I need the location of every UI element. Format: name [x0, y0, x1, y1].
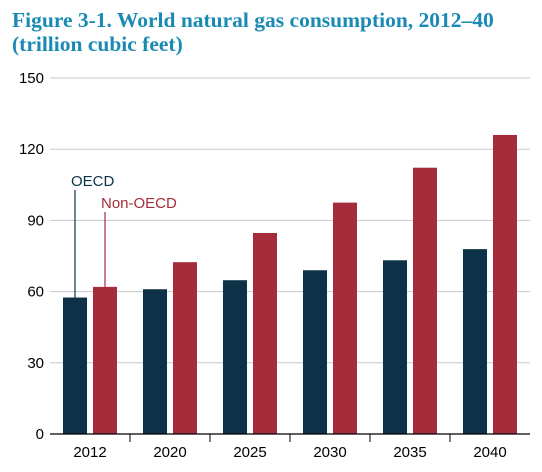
chart-title-line-2: (trillion cubic feet) — [12, 32, 183, 56]
x-tick-label: 2030 — [313, 444, 346, 461]
bar-oecd-2025 — [223, 280, 247, 434]
bar-oecd-2035 — [383, 260, 407, 434]
chart-title: Figure 3-1. World natural gas consumptio… — [12, 8, 537, 56]
y-tick-label: 90 — [27, 212, 44, 229]
legend: OECD Non-OECD — [71, 173, 177, 298]
x-tick-label: 2020 — [153, 444, 186, 461]
y-tick-label: 0 — [36, 426, 44, 443]
tick-labels: 0 30 60 90 120 150 2012 2020 2025 2030 2035 2040 — [19, 70, 507, 461]
bar-non-oecd-2020 — [173, 262, 197, 434]
x-tick-label: 2040 — [473, 444, 506, 461]
legend-label-oecd: OECD — [71, 173, 115, 190]
bar-oecd-2012 — [63, 297, 87, 434]
bar-non-oecd-2035 — [413, 167, 437, 434]
bar-non-oecd-2040 — [493, 134, 517, 434]
x-tick-label: 2035 — [393, 444, 426, 461]
y-tick-label: 150 — [19, 70, 44, 87]
bar-non-oecd-2012 — [93, 286, 117, 434]
gridlines — [50, 77, 530, 364]
x-tick-label: 2012 — [73, 444, 106, 461]
y-tick-label: 120 — [19, 141, 44, 158]
bar-non-oecd-2025 — [253, 232, 277, 434]
axes — [50, 433, 530, 442]
bars — [63, 134, 517, 434]
bar-oecd-2020 — [143, 289, 167, 434]
bar-non-oecd-2030 — [333, 202, 357, 434]
y-tick-label: 30 — [27, 355, 44, 372]
y-tick-label: 60 — [27, 284, 44, 301]
legend-label-non-oecd: Non-OECD — [101, 195, 177, 212]
x-tick-label: 2025 — [233, 444, 266, 461]
bar-oecd-2030 — [303, 270, 327, 434]
chart-title-line-1: Figure 3-1. World natural gas consumptio… — [12, 8, 494, 32]
bar-oecd-2040 — [463, 249, 487, 434]
